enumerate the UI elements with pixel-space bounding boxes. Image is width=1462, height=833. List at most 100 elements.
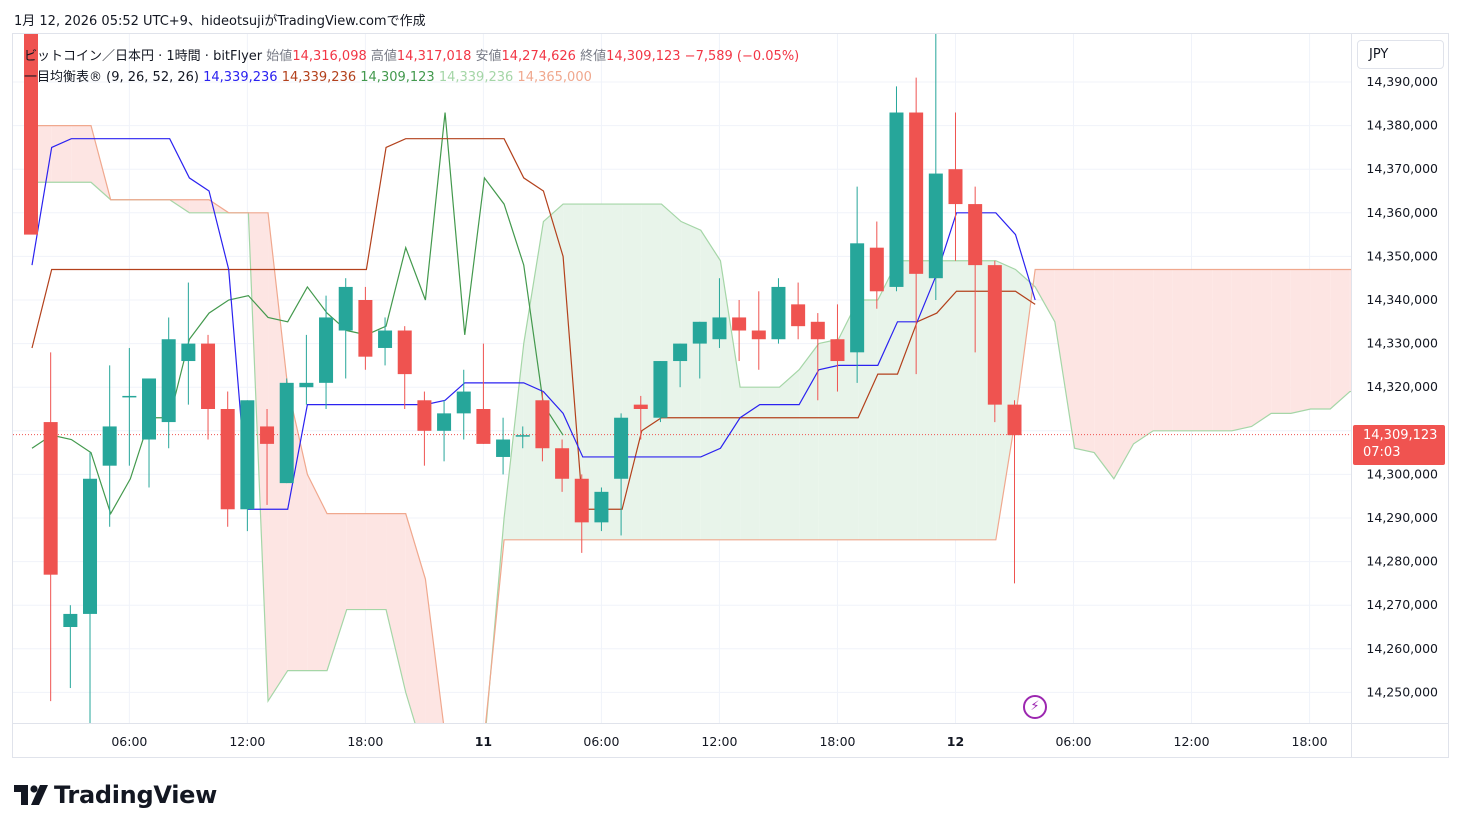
candle-body [456,391,471,414]
ichimoku-legend[interactable]: 一目均衡表® (9, 26, 52, 26) 14,339,236 14,339… [24,66,592,85]
candle-body [397,330,412,375]
candle [810,313,825,401]
candle [673,343,688,388]
cloud-segment [1035,269,1055,322]
candle [653,361,668,423]
x-tick-label: 18:00 [819,734,855,749]
candle [555,439,570,492]
span-a-value: 14,339,236 [438,70,514,85]
cloud-segment [641,204,662,540]
cloud-segment [1153,269,1173,431]
candle [692,321,707,379]
y-tick-label: 14,390,000 [1366,74,1438,89]
candle [358,286,373,370]
kijun-sen-line [31,138,1036,510]
candle [260,409,275,505]
candle [181,282,196,405]
cloud-segment [189,199,210,213]
candle [909,77,924,375]
tradingview-brand[interactable]: TradingView [14,781,217,809]
cloud-segment [622,204,642,540]
cloud-segment [877,260,898,540]
cloud-segment [602,204,623,540]
cloud-segment [445,736,465,758]
candle [397,326,412,409]
candle-body [417,400,432,431]
candle [968,186,983,353]
candle-body [201,343,216,409]
senkou-span-a-line [32,181,1351,723]
candle-body [83,478,98,614]
cloud-segment [1231,269,1252,431]
y-tick-label: 14,330,000 [1366,336,1438,351]
x-tick-label: 11 [475,734,492,749]
candle [161,317,176,449]
high-value: 14,317,018 [396,49,472,64]
kijun-value: 14,339,236 [281,70,357,85]
candle-body [161,339,176,423]
cloud-segment [720,260,741,540]
currency-selector[interactable]: JPY [1357,40,1444,69]
candle-body [889,112,904,287]
tradingview-logo-icon [14,785,48,805]
candle [122,347,137,466]
tenkan-value: 14,339,236 [203,70,278,85]
chart-credit: 1月 12, 2026 05:52 UTC+9、hideotsujiがTradi… [14,14,426,29]
candle-body [43,422,58,575]
tenkan-sen-line [31,138,1036,510]
candle [417,391,432,466]
candle-body [791,304,806,327]
cloud-segment [386,513,406,693]
candle [83,452,98,723]
cloud-segment [661,204,682,540]
candle [220,391,235,527]
x-tick-label: 12:00 [229,734,265,749]
cloud-segment [740,387,760,540]
cloud-segment [681,221,701,540]
candle [791,282,806,340]
candle [24,34,38,235]
candle-body [181,343,196,362]
candle [496,417,511,475]
y-tick-label: 14,350,000 [1366,248,1438,263]
y-tick-label: 14,370,000 [1366,161,1438,176]
candle [633,395,648,440]
candle-body [476,409,491,444]
cloud-segment [759,387,780,540]
plot-area [13,34,1409,758]
cloud-segment [700,230,721,540]
candle-body [653,361,668,418]
cloud-segment [1271,269,1291,414]
candle [476,343,491,444]
candle [63,605,78,689]
candle [279,378,294,484]
cloud-segment [1389,256,1409,391]
candle-body [102,426,117,466]
candle [889,86,904,292]
candle [378,317,393,366]
candle [594,487,609,532]
x-tick-label: 18:00 [347,734,383,749]
cloud-segment [1094,269,1114,479]
candle-body [673,343,688,362]
candle-body [830,339,845,362]
candle-body [1007,404,1022,436]
candle-body [968,204,983,266]
candle-body [850,243,865,353]
chart-frame[interactable] [12,33,1449,758]
candle [574,474,589,553]
last-price-value: 14,309,123 [1363,428,1438,443]
candle [1007,400,1022,584]
candle-body [220,409,235,510]
cloud-segment [1251,269,1272,427]
y-tick-label: 14,280,000 [1366,554,1438,569]
cloud-segment [1192,269,1213,431]
candle-body [574,478,589,523]
cloud-segment [327,513,347,671]
candle-body [614,417,629,479]
cloud-segment [818,339,839,540]
lightning-event-icon[interactable]: ⚡ [1023,695,1047,719]
candle-body [358,300,373,357]
ohlc-legend: ビットコイン／日本円 · 1時間 · bitFlyer 始値14,316,098… [24,45,799,64]
